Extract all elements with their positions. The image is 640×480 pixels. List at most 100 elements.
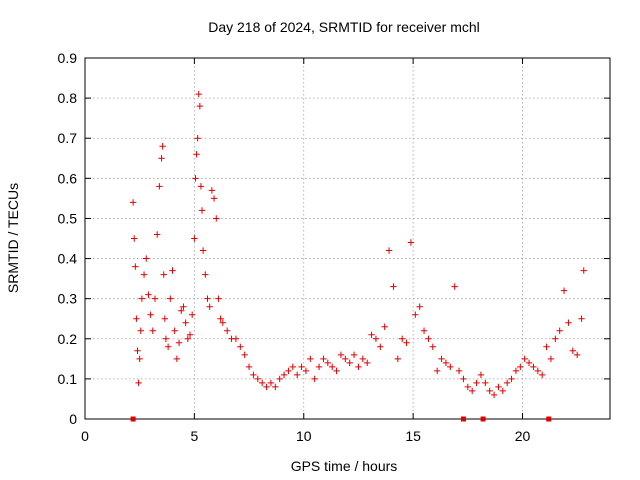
data-point: [153, 231, 161, 238]
data-point: [267, 379, 275, 387]
data-point: [333, 367, 340, 375]
data-point: [175, 339, 183, 346]
data-point: [324, 359, 332, 367]
data-point: [258, 379, 266, 387]
data-point: [473, 379, 480, 387]
data-point: [552, 335, 559, 342]
y-tick-label: 0.1: [58, 371, 78, 387]
data-point: [241, 351, 248, 359]
data-point: [136, 355, 143, 363]
y-tick-label: 0.9: [58, 50, 78, 66]
data-point: [182, 319, 189, 326]
data-point: [482, 379, 489, 387]
data-point: [178, 307, 185, 314]
data-point: [298, 363, 305, 371]
data-point: [167, 295, 174, 302]
data-point: [355, 363, 362, 371]
data-point: [538, 371, 546, 379]
data-point: [416, 303, 423, 310]
data-point: [377, 343, 384, 350]
data-point: [134, 347, 141, 355]
plot-frame: [84, 57, 611, 420]
data-point: [196, 102, 204, 110]
data-point: [143, 255, 150, 262]
data-point: [208, 187, 216, 194]
data-point: [460, 375, 467, 383]
data-point: [578, 315, 585, 322]
data-point: [385, 247, 393, 254]
data-point: [151, 295, 159, 302]
zero-marker: [460, 416, 466, 422]
y-tick-label: 0: [69, 411, 77, 427]
y-tick-label: 0.2: [58, 331, 78, 347]
data-point: [394, 355, 402, 363]
y-tick-label: 0.6: [58, 170, 78, 186]
data-point: [156, 183, 163, 190]
zero-marker: [130, 416, 136, 422]
y-tick-labels: 0 0.1 0.2 0.3 0.4 0.5 0.6 0.7 0.8 0.9: [58, 50, 78, 427]
data-point: [407, 239, 415, 246]
data-point: [186, 331, 194, 338]
data-point: [433, 367, 441, 375]
data-point: [173, 355, 181, 363]
data-point: [302, 367, 310, 375]
y-axis-label: SRMTID / TECUs: [5, 183, 21, 293]
data-point: [455, 367, 463, 375]
x-tick-labels: 0 5 10 15 20: [81, 428, 530, 444]
y-tick-label: 0.7: [58, 130, 78, 146]
data-point: [171, 327, 178, 334]
data-point: [363, 359, 371, 367]
data-point: [193, 151, 200, 158]
data-point: [232, 335, 240, 342]
data-point: [517, 363, 524, 371]
data-points: [129, 90, 587, 399]
x-tick-label: 20: [515, 428, 531, 444]
data-point: [280, 371, 288, 379]
data-point: [565, 319, 572, 326]
data-point: [293, 371, 301, 379]
data-point: [145, 291, 152, 298]
data-point: [184, 335, 192, 342]
data-point: [328, 363, 336, 371]
data-point: [217, 315, 224, 322]
data-point: [499, 387, 507, 395]
data-point: [245, 363, 253, 371]
data-point: [420, 327, 428, 334]
data-point: [508, 375, 515, 383]
data-point: [547, 355, 555, 363]
data-point: [442, 359, 450, 367]
data-point: [468, 387, 476, 395]
data-point: [276, 375, 283, 383]
data-point: [451, 283, 458, 290]
data-point: [202, 271, 209, 278]
data-point: [219, 319, 227, 326]
y-tick-label: 0.5: [58, 210, 78, 226]
data-point: [204, 295, 211, 302]
data-point: [477, 371, 485, 379]
data-point: [521, 355, 528, 363]
data-point: [368, 331, 375, 338]
x-tick-label: 10: [296, 428, 312, 444]
x-tick-label: 5: [190, 428, 198, 444]
data-point: [403, 339, 410, 346]
data-point: [503, 379, 511, 387]
data-point: [254, 375, 262, 383]
axis-ticks: [84, 57, 610, 420]
data-point: [192, 175, 199, 182]
data-point: [346, 359, 353, 367]
data-point: [215, 295, 222, 302]
data-point: [197, 183, 205, 190]
data-point: [161, 315, 169, 322]
data-point: [272, 383, 279, 391]
data-point: [191, 235, 198, 242]
data-point: [223, 327, 231, 334]
data-point: [149, 327, 157, 334]
data-point: [162, 335, 170, 342]
zero-markers: [130, 416, 552, 422]
data-point: [315, 363, 323, 371]
data-point: [198, 207, 206, 214]
data-point: [195, 90, 202, 98]
data-point: [289, 363, 297, 371]
data-point: [320, 355, 327, 363]
data-point: [160, 271, 167, 278]
